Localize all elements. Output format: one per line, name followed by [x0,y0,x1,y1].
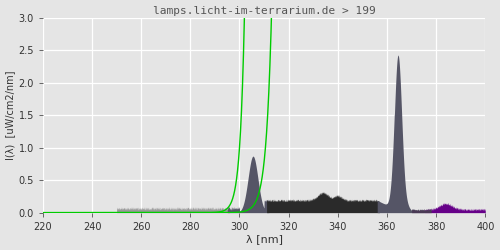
X-axis label: λ [nm]: λ [nm] [246,234,282,244]
Y-axis label: I(λ)  [uW/cm2/nm]: I(λ) [uW/cm2/nm] [6,70,16,160]
Title: lamps.licht-im-terrarium.de > 199: lamps.licht-im-terrarium.de > 199 [152,6,376,16]
